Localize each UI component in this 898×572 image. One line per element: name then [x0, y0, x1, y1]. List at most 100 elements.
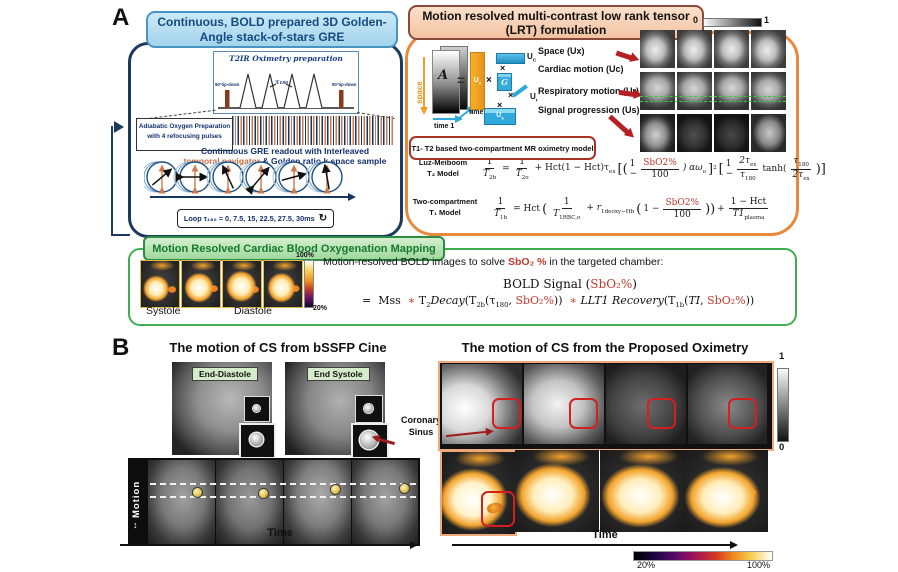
eq1-tanh: tanh(	[762, 164, 787, 174]
cs-marker-dot	[193, 488, 202, 497]
oximetry-cine-frame	[684, 450, 768, 532]
bold-signal-sbo2: SbO₂%	[590, 277, 633, 291]
eq1-term4: 1 −	[725, 159, 734, 179]
two-compartment-equation: 1 T1b = Hct ( 1 T1RBC,o + r1deoxy−Hb ( 1 −…	[490, 191, 790, 227]
mri-frame-cardiac	[640, 30, 675, 68]
cs-marker-dot	[259, 489, 268, 498]
ur-label: U	[530, 92, 536, 101]
mri-frame-signal	[677, 114, 712, 152]
mapping-description: Motion-resolved BOLD images to solve SbO…	[323, 256, 663, 268]
oximetry-cine-frame	[600, 450, 684, 532]
eq1-den2-sub: 2o	[521, 174, 529, 181]
eq2-paren-close: ))	[705, 201, 716, 217]
cs-roi-box	[647, 398, 676, 429]
time1-label: time 1	[434, 123, 455, 130]
eq1-den2: T	[515, 168, 522, 179]
eq1-term1-sub: ex	[609, 168, 616, 175]
tau180-label: τ₁₈₀	[275, 78, 288, 86]
cs-dot	[253, 405, 260, 412]
eq2-num2: 1	[561, 197, 572, 209]
two-compartment-label: Two-compartment T₁ Model	[410, 197, 480, 218]
mri-frame-signal	[640, 114, 675, 152]
factor-space-label: Space (Ux)	[538, 46, 585, 56]
eq1-den1: T	[483, 168, 490, 179]
kspace-time-arrow	[150, 196, 348, 198]
eq1-equals: =	[502, 164, 510, 174]
mri-frame-signal	[751, 114, 786, 152]
end-diastole-label: End-Diastole	[192, 367, 258, 381]
adiabatic-prep-box: Adiabatic Oxygen Preparation with 4 refo…	[136, 118, 233, 151]
bssfp-title: The motion of CS from bSSFP Cine	[169, 340, 387, 355]
beq-recovery: LLT1 Recovery	[576, 294, 664, 307]
times-sign: ×	[508, 90, 514, 100]
beq-sbo2-2: SbO₂%	[707, 294, 746, 307]
eq2-den1-sub: 1b	[500, 214, 508, 221]
times-sign: ×	[486, 75, 492, 86]
eq1-num3-sub: ex	[749, 162, 757, 169]
beq-close2: ))	[745, 294, 755, 307]
t2ir-prep-title: T2IR Oximetry preparation	[229, 54, 343, 63]
eq2-term2: + r	[586, 203, 602, 214]
eq1-num2: 1	[517, 157, 528, 169]
eq2-paren-open: (	[542, 201, 548, 217]
mri-frame-cardiac	[751, 30, 786, 68]
eq2-den1: T	[494, 208, 501, 219]
motion-reference-line	[150, 496, 416, 498]
factor-cardiac-label: Cardiac motion (Uc)	[538, 64, 624, 74]
cine-frame	[148, 460, 215, 544]
beq-ti: TI	[688, 294, 701, 307]
coronary-sinus-label: Coronary Sinus	[392, 415, 450, 438]
oximetry-cine-frame	[440, 450, 517, 536]
pulse-sequence-drawing	[218, 73, 354, 109]
eq1-term1: + Hct(1 − Hct)τ	[534, 163, 610, 174]
mri-frame-respiratory	[714, 72, 749, 110]
loop-tau-box: Loop τ₁₈₀ = 0, 7.5, 15, 22.5, 27.5, 30ms…	[177, 209, 334, 228]
tensor-equals: =	[457, 72, 466, 88]
respiratory-gating-line	[640, 101, 786, 102]
loop-icon: ↻	[318, 212, 328, 224]
cs-dot	[250, 433, 263, 446]
respiratory-gating-line	[640, 96, 786, 97]
two-compartment-label-line2: T₁ Model	[429, 207, 461, 217]
temporal-navigator-label: temporal navigator	[183, 156, 261, 166]
loop-tau-text: Loop τ₁₈₀ = 0, 7.5, 15, 22.5, 27.5, 30ms	[183, 214, 315, 223]
bold-signal-line: BOLD Signal (SbO₂%)	[450, 277, 690, 291]
cs-roi-box	[492, 398, 521, 429]
cs-roi-box	[728, 398, 757, 429]
beq-t7: (T	[663, 294, 676, 307]
eq2-term1: = Hct	[513, 204, 541, 214]
systole-label: Systole	[146, 305, 181, 317]
proposed-frame	[524, 364, 604, 444]
eq1-term2: 1 −	[629, 159, 638, 179]
time2-label: time 2	[469, 109, 490, 116]
oximetry-map-frame	[181, 260, 221, 308]
spectrum-max-label: 100%	[747, 560, 771, 570]
eq1-square: 2	[713, 164, 717, 171]
lrt-title: Motion resolved multi-contrast low rank …	[408, 5, 704, 40]
beq-sbo2-1: SbO₂%	[515, 294, 554, 307]
loop-arrowhead-icon	[114, 121, 124, 133]
oximetry-colorbar	[304, 260, 314, 308]
oximetry-map-frame	[222, 260, 262, 308]
eq1-num4: τ	[793, 156, 799, 167]
cs-marker-dot	[331, 485, 340, 494]
eq2-term2-sub: 1deoxy−Hb	[601, 208, 635, 215]
mri-frame-cardiac	[714, 30, 749, 68]
eq1-den4: 2τ	[792, 169, 804, 180]
kspace-sampling-diagram	[144, 161, 343, 195]
eq2-term3: 1 −	[643, 204, 660, 214]
ux-factor-bar: Ux	[470, 52, 485, 110]
mri-frame-respiratory	[677, 72, 712, 110]
mri-frame-respiratory	[751, 72, 786, 110]
luz-meiboom-label-line1: Luz-Meiboom	[418, 158, 468, 167]
core-tensor-label: G	[501, 77, 508, 87]
coronary-sinus-line2: Sinus	[408, 426, 434, 437]
readout-caption-line2: temporal navigator & Golden ratio k spac…	[150, 156, 420, 166]
cine-frame	[216, 460, 283, 544]
oximetry-model-title: T1- T2 based two-compartment MR oximetry…	[409, 136, 596, 160]
mri-frame-respiratory	[640, 72, 675, 110]
times-sign: ×	[500, 63, 506, 73]
eq2-den100: 100	[673, 209, 691, 220]
eq1-den4-sub: ex	[803, 175, 810, 182]
